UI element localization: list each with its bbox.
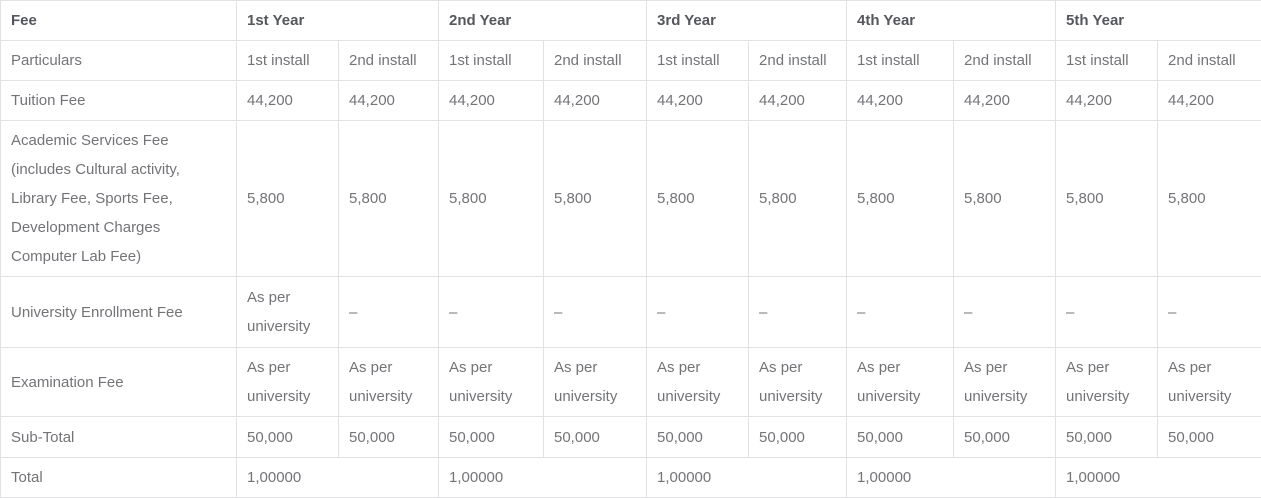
install-header-cell: 1st install (847, 41, 954, 81)
year-header-cell-1: 1st Year (237, 1, 439, 41)
fee-value-cell: As per university (954, 348, 1056, 417)
row-label: University Enrollment Fee (1, 277, 237, 348)
fee-value-cell: 50,000 (749, 417, 847, 458)
fee-value-cell: As per university (647, 348, 749, 417)
fee-value-cell: 44,200 (1056, 81, 1158, 121)
fee-value-cell: 5,800 (237, 121, 339, 277)
fee-value-cell: As per university (749, 348, 847, 417)
fee-value-cell: 44,200 (544, 81, 647, 121)
install-header-cell: 2nd install (339, 41, 439, 81)
particulars-label: Particulars (1, 41, 237, 81)
install-header-cell: 2nd install (544, 41, 647, 81)
fee-value-cell: 50,000 (847, 417, 954, 458)
fee-value-cell: – (1056, 277, 1158, 348)
fee-value-cell: 50,000 (439, 417, 544, 458)
year-header-cell-2: 2nd Year (439, 1, 647, 41)
fee-value-cell: 50,000 (1056, 417, 1158, 458)
fee-value-cell: 5,800 (339, 121, 439, 277)
install-header-cell: 2nd install (954, 41, 1056, 81)
fee-value-cell: – (647, 277, 749, 348)
install-header-cell: 1st install (1056, 41, 1158, 81)
university-enrollment-fee-row: University Enrollment Fee As per univers… (1, 277, 1261, 348)
fee-value-cell: – (847, 277, 954, 348)
fee-value-cell: As per university (439, 348, 544, 417)
fee-value-cell: – (1158, 277, 1261, 348)
fee-value-cell: 50,000 (1158, 417, 1261, 458)
fee-value-cell: 50,000 (339, 417, 439, 458)
examination-fee-row: Examination Fee As per university As per… (1, 348, 1261, 417)
fee-value-cell: 44,200 (647, 81, 749, 121)
fee-value-cell: – (439, 277, 544, 348)
fee-value-cell: 50,000 (647, 417, 749, 458)
fee-value-cell: – (339, 277, 439, 348)
fee-value-cell: 5,800 (954, 121, 1056, 277)
row-label: Tuition Fee (1, 81, 237, 121)
fee-value-cell: 5,800 (1158, 121, 1261, 277)
fee-header-cell: Fee (1, 1, 237, 41)
fee-value-cell: 50,000 (237, 417, 339, 458)
fee-value-cell: 44,200 (954, 81, 1056, 121)
fee-value-cell: As per university (1158, 348, 1261, 417)
fee-value-cell: 44,200 (439, 81, 544, 121)
fee-value-cell: – (954, 277, 1056, 348)
fee-value-cell: 44,200 (749, 81, 847, 121)
fee-value-cell: 5,800 (544, 121, 647, 277)
fee-value-cell: As per university (339, 348, 439, 417)
year-header-row: Fee 1st Year 2nd Year 3rd Year 4th Year … (1, 1, 1261, 41)
fee-value-cell: 44,200 (847, 81, 954, 121)
fee-value-cell: 44,200 (339, 81, 439, 121)
row-label: Academic Services Fee (includes Cultural… (1, 121, 237, 277)
install-header-cell: 1st install (237, 41, 339, 81)
fee-value-cell: As per university (1056, 348, 1158, 417)
subtotal-row: Sub-Total 50,000 50,000 50,000 50,000 50… (1, 417, 1261, 458)
academic-services-fee-row: Academic Services Fee (includes Cultural… (1, 121, 1261, 277)
year-header-cell-3: 3rd Year (647, 1, 847, 41)
fee-value-cell: 5,800 (847, 121, 954, 277)
install-header-cell: 2nd install (749, 41, 847, 81)
fee-value-cell: As per university (237, 348, 339, 417)
tuition-fee-row: Tuition Fee 44,200 44,200 44,200 44,200 … (1, 81, 1261, 121)
row-label: Sub-Total (1, 417, 237, 458)
row-label: Examination Fee (1, 348, 237, 417)
year-header-cell-5: 5th Year (1056, 1, 1261, 41)
fee-value-cell: 44,200 (237, 81, 339, 121)
install-header-cell: 1st install (439, 41, 544, 81)
fee-value-cell: 44,200 (1158, 81, 1261, 121)
fee-value-cell: 50,000 (954, 417, 1056, 458)
particulars-row: Particulars 1st install 2nd install 1st … (1, 41, 1261, 81)
fee-value-cell: 5,800 (749, 121, 847, 277)
install-header-cell: 2nd install (1158, 41, 1261, 81)
fee-value-cell: As per university (847, 348, 954, 417)
fee-value-cell: As per university (544, 348, 647, 417)
fee-value-cell: As per university (237, 277, 339, 348)
fee-value-cell: 50,000 (544, 417, 647, 458)
fee-value-cell: 5,800 (1056, 121, 1158, 277)
year-header-cell-4: 4th Year (847, 1, 1056, 41)
fee-value-cell: 5,800 (439, 121, 544, 277)
fee-value-cell: – (749, 277, 847, 348)
fee-value-cell: – (544, 277, 647, 348)
install-header-cell: 1st install (647, 41, 749, 81)
fee-value-cell: 5,800 (647, 121, 749, 277)
